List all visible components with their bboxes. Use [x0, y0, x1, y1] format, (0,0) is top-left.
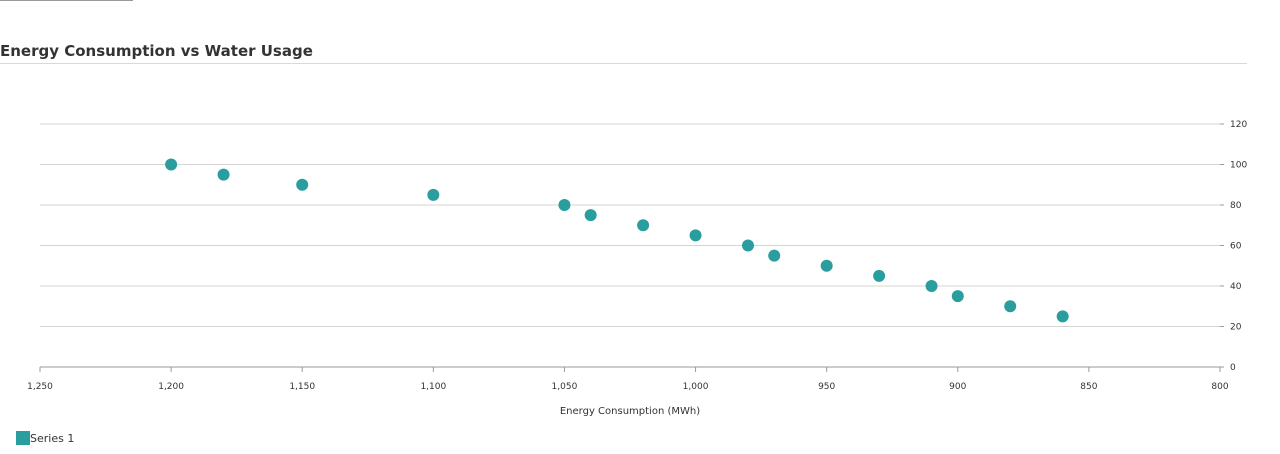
data-point[interactable]	[296, 178, 309, 191]
y-tick-label: 0	[1230, 363, 1236, 373]
gridlines	[40, 123, 1220, 368]
data-points	[165, 158, 1069, 323]
x-tick-label: 850	[1080, 382, 1097, 392]
y-tick-label: 60	[1230, 242, 1242, 252]
data-point[interactable]	[427, 188, 440, 201]
chart-title: Energy Consumption vs Water Usage	[0, 42, 313, 60]
x-tick-label: 1,050	[552, 382, 578, 392]
x-tick-label: 900	[949, 382, 966, 392]
x-tick-label: 950	[818, 382, 835, 392]
data-point[interactable]	[165, 158, 178, 171]
y-tick-label: 120	[1230, 120, 1247, 130]
y-tick-label: 100	[1230, 161, 1247, 171]
x-axis: 1,250 1,200 1,150 1,100 1,050 1,000 950 900 850 8…	[27, 367, 1229, 392]
x-tick-label: 1,000	[683, 382, 709, 392]
x-tick-label: 1,100	[420, 382, 446, 392]
x-tick-label: 1,250	[27, 382, 53, 392]
y-tick-label: 20	[1230, 323, 1242, 333]
data-point[interactable]	[217, 168, 230, 181]
data-point[interactable]	[584, 209, 597, 222]
data-point[interactable]	[1004, 300, 1017, 313]
top-tab-indicator	[0, 0, 133, 1]
data-point[interactable]	[768, 249, 781, 262]
data-point[interactable]	[1056, 310, 1069, 323]
x-tick-label: 1,150	[289, 382, 315, 392]
data-point[interactable]	[820, 259, 833, 272]
x-tick-label: 1,200	[158, 382, 184, 392]
data-point[interactable]	[637, 219, 650, 232]
legend-label: Series 1	[30, 431, 75, 445]
x-axis-title: Energy Consumption (MWh)	[560, 406, 700, 417]
data-point[interactable]	[951, 290, 964, 303]
legend-swatch	[16, 431, 30, 445]
title-divider	[0, 63, 1247, 64]
y-tick-label: 40	[1230, 282, 1242, 292]
y-tick-label: 80	[1230, 201, 1242, 211]
data-point[interactable]	[873, 269, 886, 282]
data-point[interactable]	[925, 280, 938, 292]
data-point[interactable]	[689, 229, 702, 242]
data-point[interactable]	[742, 239, 754, 252]
x-tick-label: 800	[1211, 382, 1228, 392]
data-point[interactable]	[558, 199, 571, 211]
legend[interactable]: Series 1	[16, 431, 74, 445]
y-axis: 0 20 40 60 80 100 120	[1220, 120, 1247, 373]
